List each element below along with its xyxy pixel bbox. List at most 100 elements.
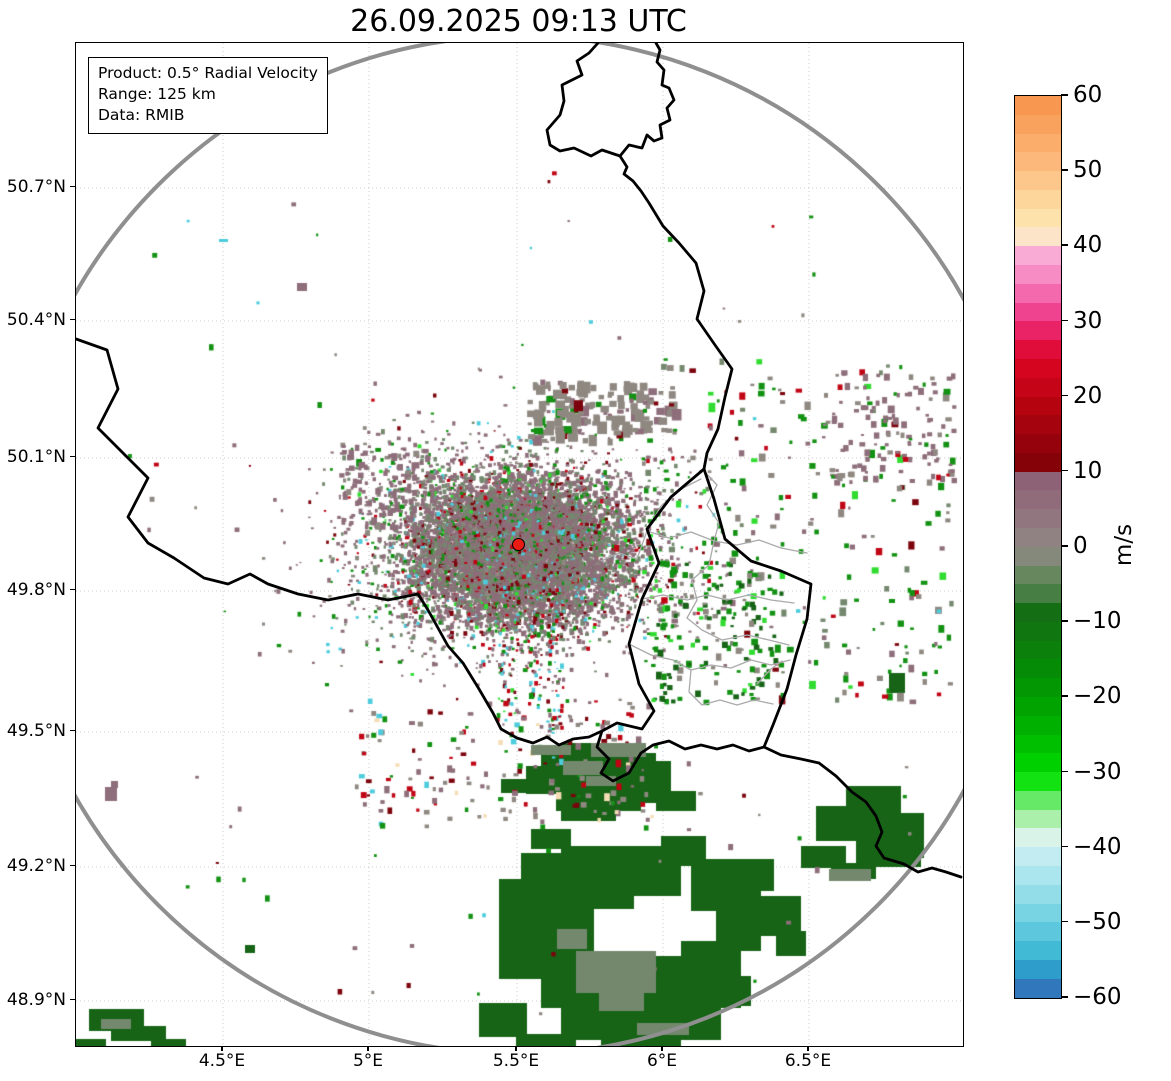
colorbar-tick-label: 50 [1073,157,1103,184]
colorbar-tick-mark [1061,394,1068,397]
province-border [600,478,702,562]
colorbar-tick-mark [1061,319,1068,322]
colorbar-tick-mark [1061,469,1068,472]
y-tick-label: 48.9°N [6,990,66,1010]
x-tick-mark [661,1046,663,1051]
province-border [686,540,715,619]
colorbar-band [1015,265,1061,284]
map-plot-area: Product: 0.5° Radial Velocity Range: 125… [75,42,964,1047]
colorbar-tick-label: 40 [1073,232,1103,259]
colorbar-band [1015,377,1061,397]
colorbar-tick-label: 30 [1073,307,1103,334]
x-tick-label: 5°E [352,1051,384,1071]
colorbar-band [1015,189,1061,209]
colorbar-band [1015,283,1061,303]
colorbar-band [1015,471,1061,491]
country-border [595,729,766,783]
colorbar-band [1015,866,1061,885]
colorbar-band [1015,114,1061,134]
country-border [618,154,813,749]
colorbar-tick-label: 20 [1073,382,1103,409]
y-tick-mark [70,456,75,458]
province-border [756,660,783,685]
product-info-line: Range: 125 km [98,85,216,103]
colorbar-tick-label: 0 [1073,533,1088,559]
colorbar-band [1015,697,1061,716]
colorbar-tick-label: −40 [1073,833,1122,860]
colorbar-band [1015,715,1061,735]
x-tick-mark [221,1046,223,1051]
province-border [646,530,808,554]
colorbar-band [1015,941,1061,960]
y-tick-mark [70,186,75,188]
country-border [76,337,604,747]
y-tick-label: 49.8°N [6,580,66,600]
colorbar-band [1015,659,1061,679]
radar-site-marker [511,537,525,551]
y-tick-label: 50.1°N [6,447,66,467]
colorbar-tick-mark [1061,244,1068,246]
colorbar-band [1015,208,1061,228]
colorbar-band [1015,227,1061,247]
colorbar-band [1015,584,1061,604]
province-border [641,594,795,604]
colorbar-tick-label: −20 [1073,683,1122,710]
colorbar-band [1015,509,1061,528]
colorbar-tick-mark [1061,920,1068,923]
colorbar-tick-label: −10 [1073,608,1122,635]
x-tick-mark [807,1046,809,1051]
country-border [762,745,963,879]
colorbar-band [1015,396,1061,416]
colorbar [1014,95,1062,999]
colorbar-tick-mark [1061,94,1068,96]
country-border [600,467,706,733]
colorbar-band [1015,828,1061,848]
colorbar-band [1015,546,1061,566]
y-tick-label: 49.2°N [6,856,66,876]
map-borders-layer [76,43,963,1046]
colorbar-band [1015,152,1061,172]
colorbar-tick-mark [1061,620,1068,622]
province-border [690,659,791,671]
x-tick-label: 6°E [646,1051,678,1071]
colorbar-tick-label: −60 [1073,984,1122,1010]
colorbar-band [1015,734,1061,754]
colorbar-band [1015,903,1061,923]
colorbar-band [1015,621,1061,641]
y-tick-label: 50.4°N [6,310,66,330]
colorbar-tick-label: −30 [1073,758,1122,785]
product-info-box: Product: 0.5° Radial Velocity Range: 125… [88,57,328,134]
x-tick-label: 5.5°E [492,1051,540,1071]
colorbar-tick-mark [1061,770,1068,773]
colorbar-band [1015,490,1061,510]
colorbar-band [1015,640,1061,660]
colorbar-band [1015,978,1061,998]
colorbar-band [1015,772,1061,791]
province-border [628,643,774,706]
colorbar-band [1015,753,1061,773]
province-border [703,470,720,542]
figure-title: 26.09.2025 09:13 UTC [350,4,687,39]
colorbar-band [1015,809,1061,829]
colorbar-band [1015,527,1061,547]
x-tick-mark [367,1046,369,1051]
colorbar-band [1015,340,1061,359]
colorbar-unit-label: m/s [1111,523,1137,567]
colorbar-band [1015,565,1061,585]
y-tick-mark [70,865,75,867]
y-tick-label: 49.5°N [6,721,66,741]
colorbar-band [1015,884,1061,904]
colorbar-band [1015,246,1061,266]
colorbar-band [1015,678,1061,697]
country-border [545,43,676,158]
colorbar-band [1015,415,1061,435]
colorbar-tick-label: 60 [1073,82,1103,108]
colorbar-band [1015,171,1061,190]
colorbar-band [1015,358,1061,378]
colorbar-tick-label: 10 [1073,457,1103,484]
x-tick-label: 4.5°E [198,1051,246,1071]
x-tick-label: 6.5°E [784,1051,832,1071]
y-tick-mark [70,589,75,591]
province-border [686,617,790,646]
